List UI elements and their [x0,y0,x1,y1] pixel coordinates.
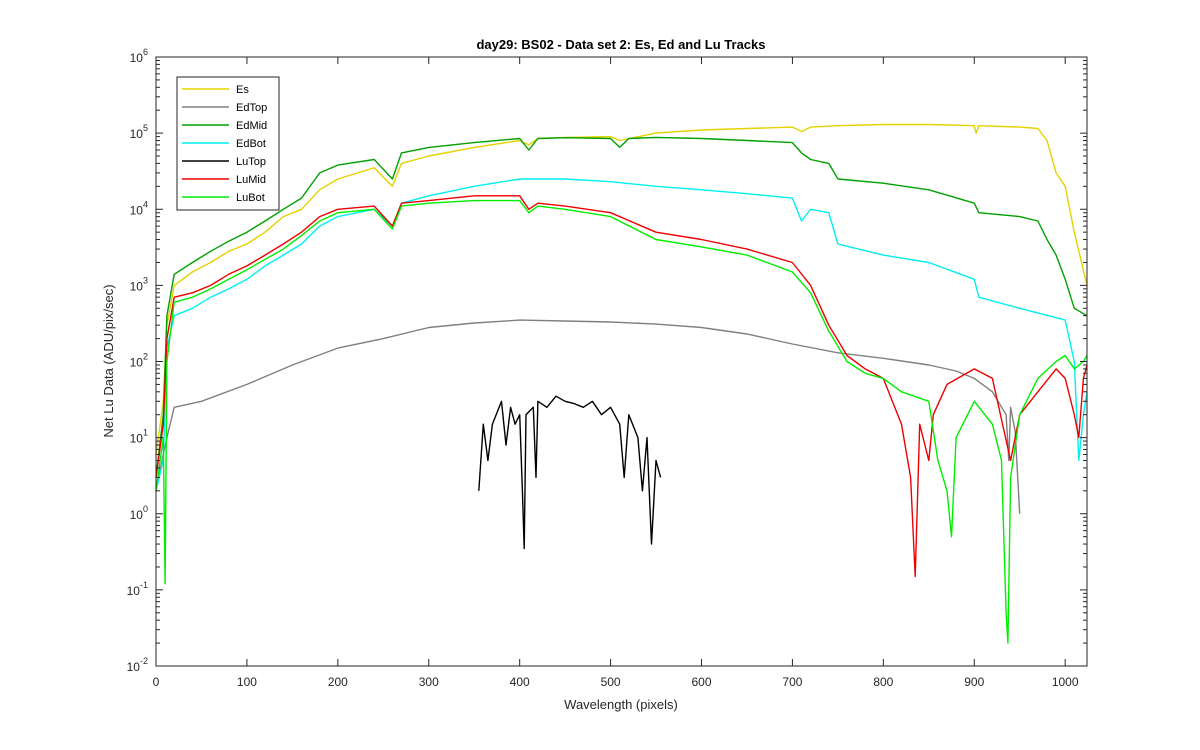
legend: Es EdTop EdMid EdBot LuTop LuMid LuBot [176,76,280,211]
x-tick-label: 800 [873,675,893,689]
x-tick-label: 200 [328,675,348,689]
x-axis-label: Wavelength (pixels) [564,697,678,712]
x-tick-label: 1000 [1052,675,1079,689]
y-tick-base: 10 [130,51,144,65]
series-line-lutop [478,395,662,550]
y-tick-label: 102 [130,352,148,370]
y-tick-base: 10 [130,508,144,522]
legend-label-lutop: LuTop [236,156,266,168]
legend-label-lumid: LuMid [236,174,266,186]
series-line-lubot [155,199,1088,644]
legend-label-edmid: EdMid [236,120,267,132]
y-tick-base: 10 [127,660,141,674]
y-tick-label: 10-1 [127,580,148,598]
y-tick-label: 106 [130,47,148,65]
y-tick-label: 10-2 [127,656,148,674]
y-tick-base: 10 [130,127,144,141]
y-axis-label: Net Lu Data (ADU/pix/sec) [101,284,116,437]
legend-label-es: Es [236,84,249,96]
x-tick-label: 0 [153,675,160,689]
y-tick-exponent: 4 [143,199,148,209]
x-tick-label: 500 [601,675,621,689]
y-tick-exponent: 6 [143,47,148,57]
legend-label-edtop: EdTop [236,102,267,114]
y-tick-label: 100 [130,504,148,522]
x-tick-label: 600 [691,675,711,689]
legend-label-lubot: LuBot [236,192,265,204]
y-tick-label: 104 [130,199,148,217]
y-tick-label: 103 [130,275,148,293]
y-tick-base: 10 [130,203,144,217]
x-tick-label: 900 [964,675,984,689]
chart-title: day29: BS02 - Data set 2: Es, Ed and Lu … [476,37,765,52]
x-axis: 0 100 200 300 400 500 600 700 800 900 1000 [153,57,1079,689]
x-tick-label: 300 [419,675,439,689]
series-line-edbot [155,178,1088,491]
series-line-lumid [155,195,1088,578]
y-tick-exponent: 5 [143,123,148,133]
y-tick-base: 10 [130,279,144,293]
y-tick-exponent: -1 [140,580,148,590]
y-tick-label: 101 [130,428,148,446]
x-tick-label: 400 [510,675,530,689]
y-tick-base: 10 [130,432,144,446]
y-tick-exponent: -2 [140,656,148,666]
x-tick-label: 100 [237,675,257,689]
y-tick-label: 105 [130,123,148,141]
series-line-edmid [155,136,1088,478]
x-tick-label: 700 [782,675,802,689]
legend-label-edbot: EdBot [236,138,266,150]
series-layer [155,123,1088,644]
y-tick-exponent: 1 [143,428,148,438]
plot-area [156,57,1087,666]
y-tick-exponent: 2 [143,352,148,362]
y-tick-base: 10 [130,356,144,370]
y-tick-base: 10 [127,584,141,598]
y-tick-exponent: 3 [143,275,148,285]
y-tick-exponent: 0 [143,504,148,514]
